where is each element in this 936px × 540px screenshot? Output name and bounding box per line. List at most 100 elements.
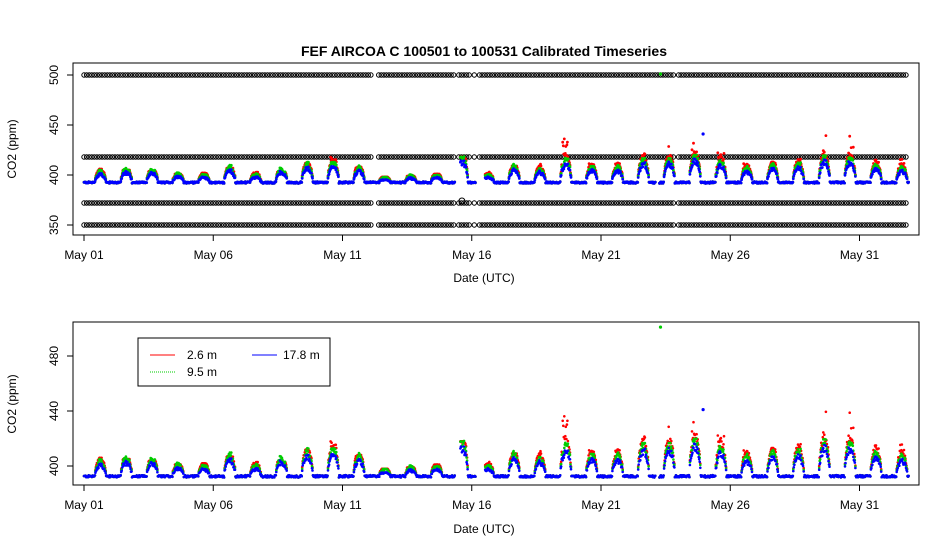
calibration-point — [588, 222, 594, 228]
calibration-point — [732, 222, 739, 228]
calibration-point — [298, 222, 304, 228]
calibration-point — [872, 72, 878, 78]
calibration-point — [151, 154, 157, 160]
calibration-point — [843, 222, 850, 228]
calibration-point — [448, 222, 454, 228]
calibration-point — [810, 72, 816, 78]
calibration-point — [280, 72, 286, 78]
calibration-point — [324, 222, 330, 228]
calibration-point — [270, 222, 276, 228]
calibration-point — [448, 200, 454, 206]
calibration-point — [533, 154, 540, 160]
calibration-point — [880, 200, 886, 206]
calibration-point — [313, 154, 320, 160]
calibration-point — [585, 154, 591, 160]
calibration-point — [784, 154, 790, 160]
calibration-point — [264, 154, 271, 160]
calibration-point — [220, 72, 227, 78]
calibration-point — [528, 154, 534, 160]
calibration-point — [546, 72, 552, 78]
calibration-point — [104, 222, 111, 228]
calibration-point — [301, 222, 307, 228]
calibration-point — [267, 72, 273, 78]
calibration-point — [231, 222, 237, 228]
calibration-point — [833, 200, 839, 206]
calibration-point — [877, 222, 883, 228]
calibration-point — [445, 154, 452, 160]
calibration-point — [329, 200, 335, 206]
calibration-point — [856, 200, 863, 206]
calibration-point — [176, 200, 183, 206]
calibration-point — [841, 200, 847, 206]
calibration-point — [427, 222, 434, 228]
calibration-point — [546, 154, 552, 160]
calibration-point — [435, 154, 441, 160]
calibration-point — [828, 154, 834, 160]
calibration-point — [277, 200, 284, 206]
calibration-point — [96, 200, 103, 206]
calibration-point — [386, 154, 392, 160]
calibration-point — [246, 154, 253, 160]
calibration-point — [241, 154, 248, 160]
calibration-point — [867, 222, 873, 228]
calibration-point — [337, 154, 343, 160]
calibration-point — [874, 222, 881, 228]
calibration-point — [730, 222, 736, 228]
calibration-point — [756, 222, 762, 228]
calibration-point — [412, 72, 418, 78]
calibration-point — [303, 72, 309, 78]
calibration-point — [166, 222, 173, 228]
calibration-point — [549, 154, 555, 160]
calibration-point — [771, 222, 777, 228]
calibration-point — [748, 72, 754, 78]
calibration-point — [621, 200, 627, 206]
calibration-point — [83, 72, 90, 78]
calibration-point — [856, 154, 863, 160]
calibration-point — [820, 72, 826, 78]
calibration-point — [169, 222, 175, 228]
calibration-point — [787, 200, 793, 206]
calibration-point — [513, 200, 519, 206]
calibration-point — [174, 154, 180, 160]
calibration-point — [401, 222, 408, 228]
calibration-point — [127, 154, 134, 160]
calibration-point — [208, 154, 214, 160]
calibration-point — [334, 200, 340, 206]
point-2-6m — [848, 134, 852, 138]
calibration-point — [789, 200, 795, 206]
calibration-point — [205, 154, 211, 160]
calibration-point — [195, 72, 201, 78]
calibration-point — [887, 154, 894, 160]
calibration-point — [743, 222, 749, 228]
calibration-point — [133, 154, 139, 160]
calibration-point — [650, 154, 656, 160]
calibration-point — [629, 222, 635, 228]
calibration-point — [458, 222, 465, 228]
calibration-point — [357, 154, 364, 160]
calibration-point — [114, 200, 121, 206]
calibration-point — [148, 154, 154, 160]
calibration-point — [779, 154, 785, 160]
calibration-point — [513, 154, 519, 160]
calibration-point — [730, 154, 736, 160]
calibration-point — [722, 222, 728, 228]
point-2-6m — [539, 164, 543, 168]
calibration-point — [639, 72, 646, 78]
calibration-point — [657, 200, 664, 206]
calibration-point — [805, 154, 811, 160]
calibration-point — [709, 222, 715, 228]
calibration-point — [510, 154, 516, 160]
calibration-point — [339, 200, 346, 206]
calibration-point — [394, 222, 400, 228]
calibration-point — [776, 154, 783, 160]
calibration-point — [440, 200, 446, 206]
calibration-point — [825, 72, 832, 78]
calibration-point — [425, 72, 431, 78]
calibration-point — [277, 154, 284, 160]
calibration-point — [810, 200, 816, 206]
calibration-point — [652, 154, 658, 160]
point-17-8m — [326, 180, 329, 184]
point-9-5m — [153, 168, 157, 172]
point-17-8m — [361, 174, 365, 178]
calibration-point — [202, 72, 209, 78]
